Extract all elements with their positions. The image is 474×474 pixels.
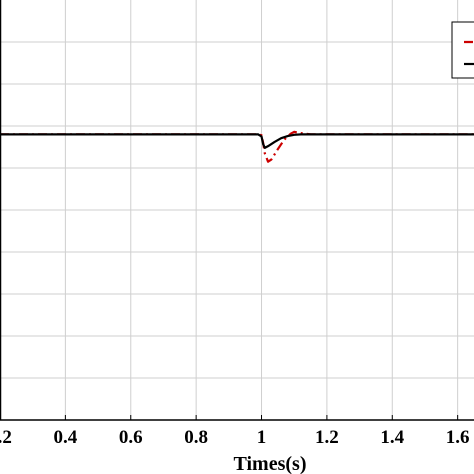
x-tick-label-4: 1 xyxy=(257,427,267,448)
x-tick-label-0: 0.2 xyxy=(0,427,12,448)
legend-box xyxy=(451,21,474,79)
series-line-0 xyxy=(0,130,474,163)
x-tick-label-6: 1.4 xyxy=(380,427,404,448)
x-tick-label-3: 0.8 xyxy=(184,427,208,448)
x-tick-label-2: 0.6 xyxy=(119,427,143,448)
x-tick-label-5: 1.2 xyxy=(315,427,339,448)
x-axis-label: Times(s) xyxy=(234,453,307,474)
series-line-1 xyxy=(0,133,474,149)
grid xyxy=(0,0,474,420)
x-tick-label-7: 1.6 xyxy=(446,427,470,448)
series-group xyxy=(0,130,474,163)
x-tick-label-1: 0.4 xyxy=(54,427,78,448)
x-ticks: 0.2 0.4 0.6 0.8 1 1.2 1.4 1.6 xyxy=(0,415,470,448)
legend xyxy=(451,21,474,79)
